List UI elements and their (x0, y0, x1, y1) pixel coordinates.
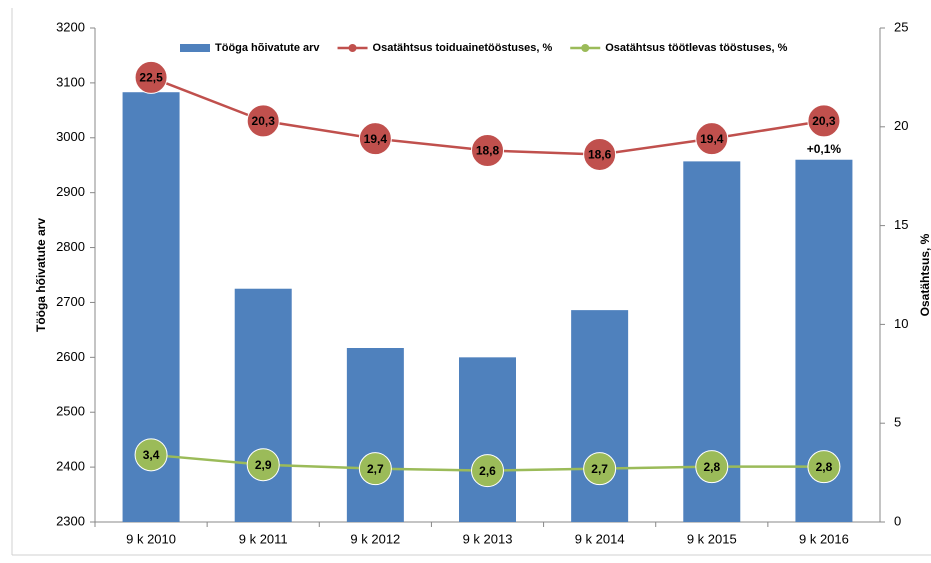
point-marker (695, 122, 729, 156)
point-marker (583, 137, 617, 171)
data-label: 19,4 (364, 132, 388, 146)
point-marker (246, 104, 280, 138)
y2-axis-title: Osatähtsus, % (918, 233, 931, 316)
data-label: 2,8 (816, 460, 833, 474)
data-label: 18,8 (476, 144, 500, 158)
y-tick-label: 2600 (56, 349, 85, 364)
point-marker (807, 450, 841, 484)
data-label: 20,3 (252, 114, 276, 128)
x-tick-label: 9 k 2015 (687, 531, 737, 546)
bar (234, 288, 292, 522)
point-marker (471, 454, 504, 488)
bar (459, 357, 516, 522)
y2-tick-label: 10 (894, 316, 908, 331)
x-tick-label: 9 k 2011 (239, 531, 288, 546)
point-marker (583, 452, 617, 486)
x-tick-label: 9 k 2010 (126, 531, 176, 546)
data-label: 18,6 (588, 148, 612, 162)
data-label: 3,4 (143, 448, 160, 462)
y2-tick-label: 20 (894, 118, 908, 133)
legend-swatch (348, 44, 357, 52)
y-tick-label: 3000 (56, 129, 85, 144)
y-tick-label: 3100 (56, 74, 85, 89)
data-label: 2,7 (591, 462, 608, 476)
x-tick-label: 9 k 2012 (350, 531, 400, 546)
data-label: 19,4 (700, 132, 724, 146)
point-marker (246, 448, 280, 482)
y-tick-label: 2800 (56, 239, 85, 254)
data-label: 22,5 (139, 71, 163, 85)
bar (346, 348, 404, 522)
y-tick-label: 2300 (56, 513, 85, 528)
point-marker (134, 60, 168, 94)
data-label: 2,7 (367, 462, 384, 476)
point-marker (358, 122, 392, 156)
y-tick-label: 2900 (56, 184, 85, 199)
x-tick-label: 9 k 2016 (799, 531, 849, 546)
legend-label: Osatähtsus töötlevas tööstuses, % (605, 42, 787, 54)
data-label: 2,8 (703, 460, 720, 474)
annotation: +0,1% (807, 142, 842, 156)
data-label: 2,6 (479, 464, 496, 478)
legend-label: Osatähtsus toiduainetööstuses, % (373, 42, 553, 54)
y2-tick-label: 25 (894, 19, 908, 34)
x-tick-label: 9 k 2013 (463, 531, 513, 546)
y2-tick-label: 5 (894, 415, 901, 430)
y-axis-title: Tööga hõivatute arv (34, 218, 48, 332)
point-marker (358, 452, 392, 486)
legend-swatch (180, 44, 210, 52)
y-tick-label: 2700 (56, 294, 85, 309)
legend-label: Tööga hõivatute arv (215, 42, 320, 54)
point-marker (695, 450, 729, 484)
point-marker (807, 104, 841, 138)
y-tick-label: 3200 (56, 19, 85, 34)
legend-swatch (581, 44, 590, 52)
y2-tick-label: 0 (894, 513, 901, 528)
bar (571, 310, 629, 522)
y2-tick-label: 15 (894, 217, 908, 232)
data-label: 20,3 (812, 114, 836, 128)
data-label: 2,9 (255, 458, 272, 472)
x-tick-label: 9 k 2014 (575, 531, 625, 546)
y-tick-label: 2400 (56, 459, 85, 474)
point-marker (471, 134, 504, 168)
point-marker (134, 438, 168, 472)
y-tick-label: 2500 (56, 404, 85, 419)
